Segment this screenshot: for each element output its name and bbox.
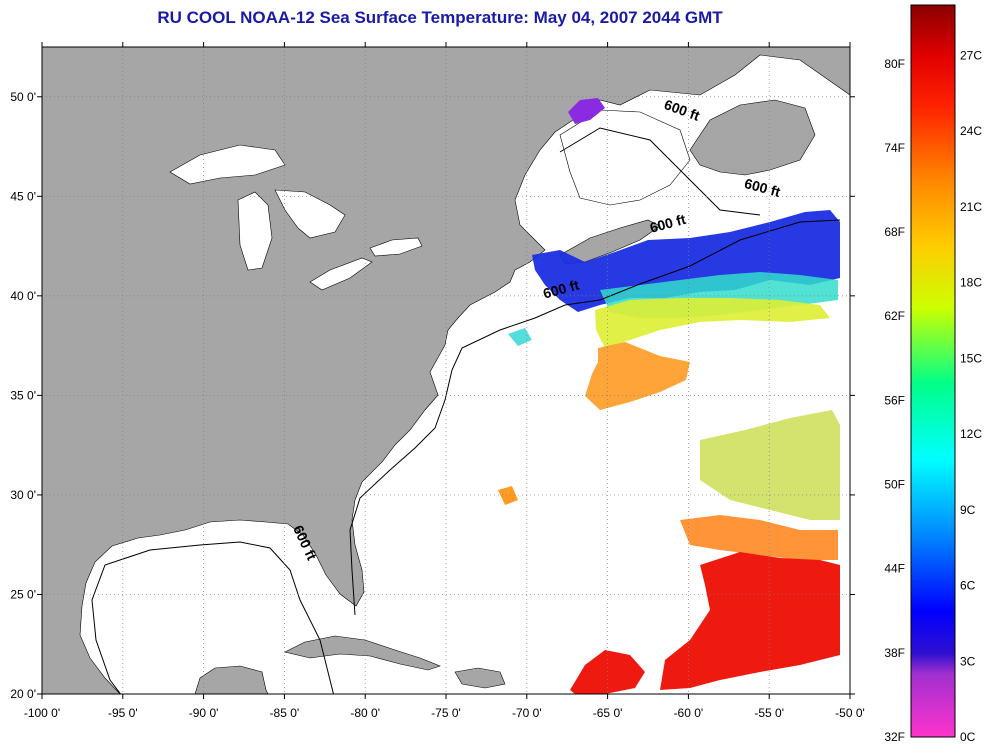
lake-huron: [274, 189, 346, 239]
lat-tick-label: 20 0': [10, 687, 36, 701]
lon-tick-label: -65 0': [593, 706, 623, 720]
colorbar: [910, 4, 956, 738]
contour-600ft: [91, 127, 841, 694]
colorbar-c-label: 18C: [960, 276, 982, 290]
colorbar-c-label: 12C: [960, 427, 982, 441]
colorbar-labels: 32F 38F 44F 50F 56F 62F 68F 74F 80F 0C 3C 6C 9C 12C 15…: [884, 48, 982, 744]
land-cuba: [284, 635, 441, 671]
lat-tick-label: 40 0': [10, 289, 36, 303]
lake-superior: [169, 144, 286, 185]
sst-patch-orange-east: [680, 515, 838, 560]
lat-tick-label: 25 0': [10, 587, 36, 601]
colorbar-c-label: 15C: [960, 351, 982, 365]
land-hispaniola: [454, 667, 506, 689]
lon-tick-label: -90 0': [189, 706, 219, 720]
lat-tick-label: 45 0': [10, 189, 36, 203]
colorbar-c-label: 0C: [960, 730, 976, 744]
sst-patch-mixed-east: [700, 410, 840, 520]
colorbar-f-label: 62F: [884, 309, 905, 323]
lon-tick-label: -95 0': [108, 706, 138, 720]
map-title: RU COOL NOAA-12 Sea Surface Temperature:…: [157, 8, 723, 27]
lon-tick-label: -75 0': [431, 706, 461, 720]
land-newfoundland: [689, 99, 816, 176]
lat-tick-label: 35 0': [10, 388, 36, 402]
sst-patch-purple-gulf: [568, 98, 605, 124]
lon-tick-label: -55 0': [754, 706, 784, 720]
colorbar-c-label: 3C: [960, 654, 976, 668]
lon-tick-label: -100 0': [24, 706, 60, 720]
axis-ticks: -100 0' -95 0' -90 0' -85 0' -80 0' -75 0' -70…: [10, 42, 865, 720]
gulf-st-lawrence: [559, 109, 691, 206]
lake-erie: [309, 257, 373, 291]
colorbar-f-label: 74F: [884, 141, 905, 155]
colorbar-f-label: 44F: [884, 562, 905, 576]
sst-patch-yellow-gulfstream: [595, 298, 830, 348]
colorbar-c-label: 24C: [960, 124, 982, 138]
lake-michigan: [237, 191, 273, 271]
lat-tick-label: 50 0': [10, 90, 36, 104]
lon-tick-label: -80 0': [350, 706, 380, 720]
colorbar-c-label: 6C: [960, 579, 976, 593]
lake-ontario: [369, 237, 423, 257]
land-yucatan: [194, 665, 269, 694]
sst-patch-red-south: [660, 552, 840, 690]
colorbar-c-label: 21C: [960, 200, 982, 214]
lon-tick-label: -85 0': [270, 706, 300, 720]
colorbar-f-label: 32F: [884, 730, 905, 744]
lat-tick-label: 30 0': [10, 488, 36, 502]
sst-patch-orange-eddy: [585, 342, 690, 410]
colorbar-f-label: 50F: [884, 478, 905, 492]
lon-tick-label: -70 0': [512, 706, 542, 720]
colorbar-f-label: 80F: [884, 57, 905, 71]
lon-tick-label: -50 0': [835, 706, 865, 720]
sst-patch-blue-shelf: [532, 210, 840, 312]
sst-patch-red-southwest: [570, 650, 645, 694]
lon-tick-label: -60 0': [674, 706, 704, 720]
colorbar-f-label: 56F: [884, 394, 905, 408]
colorbar-c-label: 9C: [960, 503, 976, 517]
colorbar-f-label: 68F: [884, 225, 905, 239]
colorbar-f-label: 38F: [884, 646, 905, 660]
sst-patch-cyan-coast: [508, 328, 532, 346]
colorbar-c-label: 27C: [960, 48, 982, 62]
sst-patch-small-orange: [498, 486, 518, 505]
